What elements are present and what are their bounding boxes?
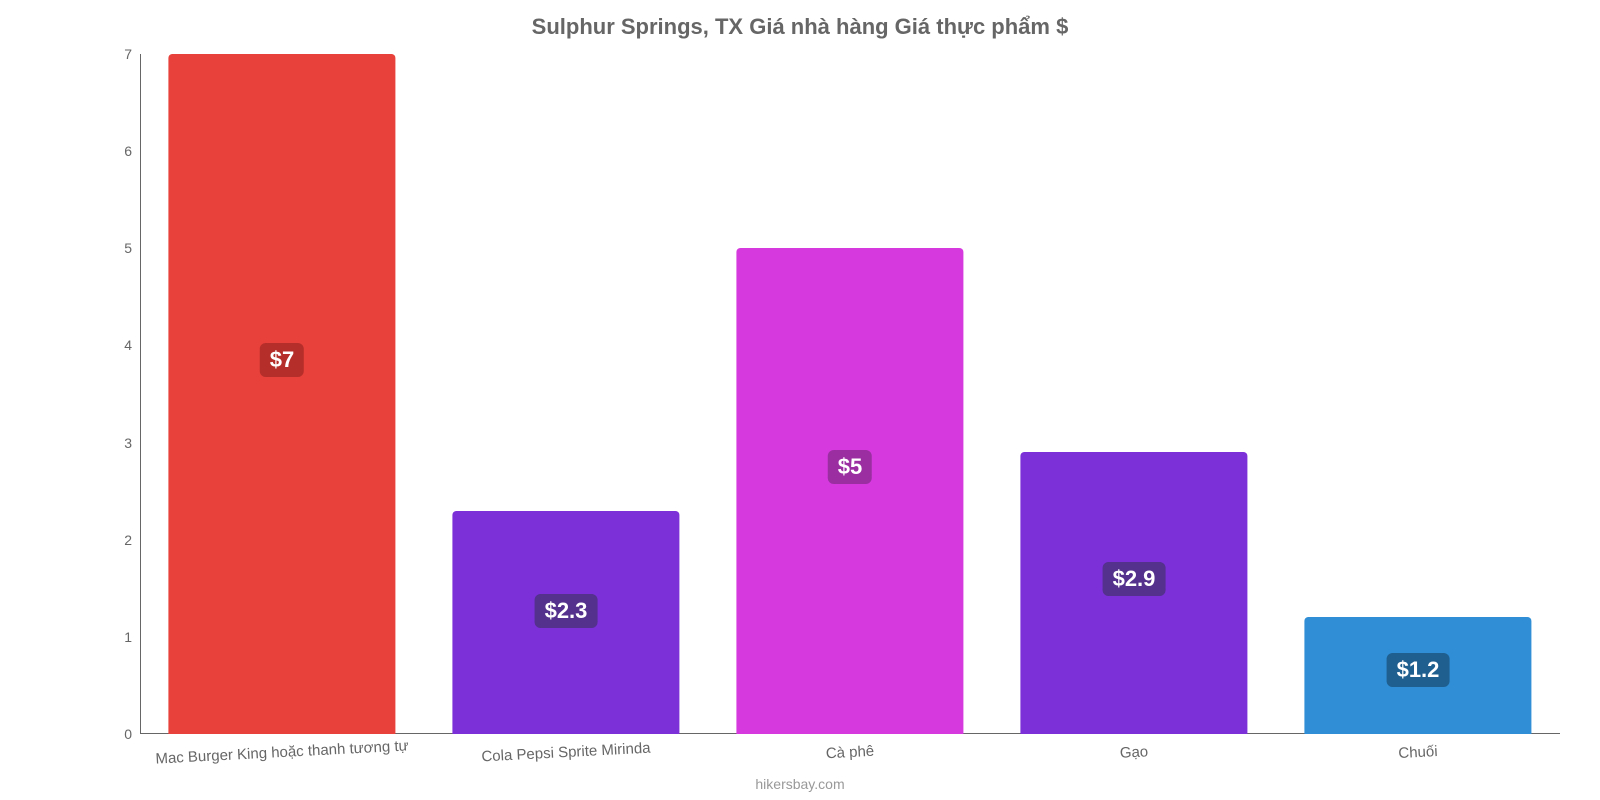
bar	[736, 248, 963, 734]
bar-slot: $2.3Cola Pepsi Sprite Mirinda	[424, 54, 708, 734]
y-tick-label: 3	[124, 435, 132, 451]
bar-slot: $1.2Chuối	[1276, 54, 1560, 734]
plot-area: 01234567 $7Mac Burger King hoặc thanh tư…	[140, 54, 1560, 734]
bar-value-label: $5	[828, 450, 872, 484]
y-tick-label: 5	[124, 240, 132, 256]
y-tick-label: 0	[124, 726, 132, 742]
bar-value-label: $7	[260, 343, 304, 377]
x-tick-label: Mac Burger King hoặc thanh tương tự	[155, 737, 409, 767]
bar-value-label: $1.2	[1387, 653, 1450, 687]
x-tick-label: Cà phê	[825, 743, 874, 763]
y-tick-label: 1	[124, 629, 132, 645]
chart-container: Sulphur Springs, TX Giá nhà hàng Giá thự…	[0, 0, 1600, 800]
bar-value-label: $2.9	[1103, 562, 1166, 596]
bar-slot: $7Mac Burger King hoặc thanh tương tự	[140, 54, 424, 734]
attribution-text: hikersbay.com	[0, 776, 1600, 792]
bar-value-label: $2.3	[535, 594, 598, 628]
x-tick-label: Chuối	[1398, 743, 1438, 762]
bar-slot: $5Cà phê	[708, 54, 992, 734]
x-tick-label: Gạo	[1119, 743, 1148, 761]
bars-group: $7Mac Burger King hoặc thanh tương tự$2.…	[140, 54, 1560, 734]
y-tick-label: 7	[124, 46, 132, 62]
bar	[168, 54, 395, 734]
y-tick-label: 4	[124, 337, 132, 353]
x-tick-label: Cola Pepsi Sprite Mirinda	[481, 740, 651, 766]
y-tick-label: 2	[124, 532, 132, 548]
chart-title: Sulphur Springs, TX Giá nhà hàng Giá thự…	[0, 14, 1600, 40]
y-tick-label: 6	[124, 143, 132, 159]
bar-slot: $2.9Gạo	[992, 54, 1276, 734]
